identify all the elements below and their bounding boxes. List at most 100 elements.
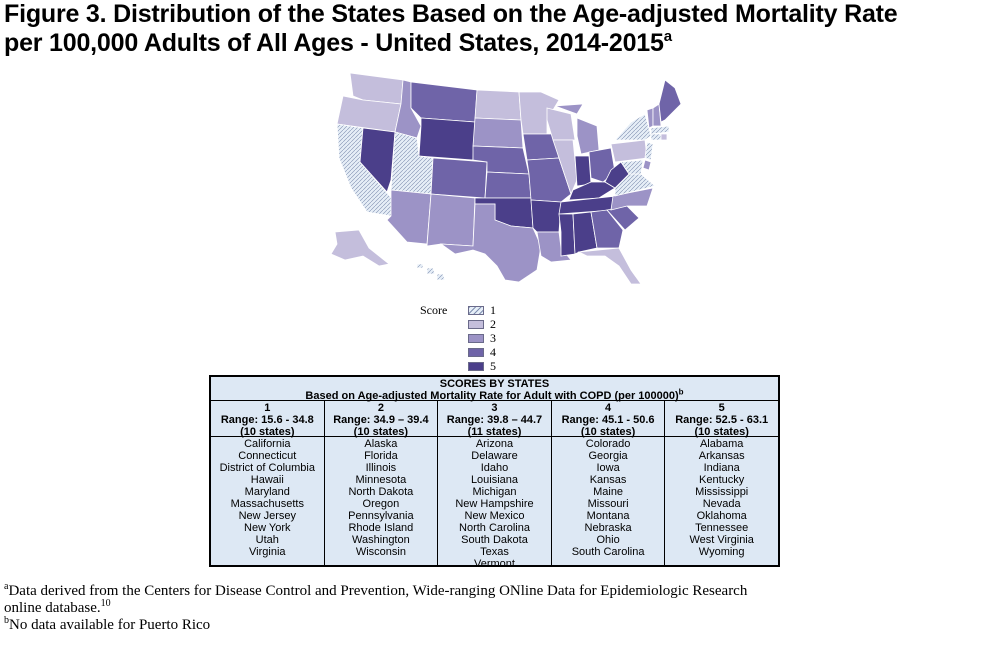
state-north-carolina: [610, 187, 654, 211]
footnote-a-line2: online database.: [4, 600, 101, 616]
column-header: 5 Range: 52.5 - 63.1 (10 states): [665, 401, 778, 438]
column-range: Range: 39.8 – 44.7: [446, 414, 543, 426]
footnotes: aData derived from the Centers for Disea…: [4, 581, 994, 634]
footnote-a-reference: 10: [100, 598, 111, 609]
state-wyoming: [418, 117, 476, 161]
footnote-a-line1: Data derived from the Centers for Diseas…: [8, 583, 748, 599]
legend-label-5: 5: [490, 358, 496, 373]
state-colorado: [430, 157, 488, 199]
state-arizona: [386, 189, 432, 245]
column-score: 1: [264, 402, 271, 414]
state-name: Delaware: [471, 450, 518, 462]
state-name: Hawaii: [250, 474, 284, 486]
state-name: Maine: [593, 486, 624, 498]
table-column-score-2: 2 Range: 34.9 – 39.4 (10 states) Alaska F…: [324, 401, 439, 565]
state-texas: [439, 203, 542, 283]
state-maine: [658, 79, 682, 123]
column-range: Range: 15.6 - 34.8: [220, 414, 314, 426]
figure-title-line2: per 100,000 Adults of All Ages - United …: [4, 29, 994, 58]
column-range: Range: 52.5 - 63.1: [675, 414, 769, 426]
state-name: New Jersey: [238, 510, 297, 522]
legend-item-3: 3: [468, 330, 496, 345]
table-heading-subtitle-text: Based on Age-adjusted Mortality Rate for…: [305, 390, 679, 402]
state-minnesota: [518, 91, 560, 135]
state-name: California: [244, 438, 291, 450]
column-header: 2 Range: 34.9 – 39.4 (10 states): [324, 401, 438, 438]
state-pennsylvania: [610, 139, 648, 163]
state-new-jersey: [644, 141, 654, 161]
state-alaska: [330, 229, 390, 267]
column-header: 4 Range: 45.1 - 50.6 (10 states): [551, 401, 665, 438]
state-illinois: [552, 139, 578, 196]
footnote-a-mark: a: [4, 581, 9, 592]
legend-title: Score: [420, 303, 448, 317]
state-georgia: [590, 209, 624, 249]
table-heading: SCORES BY STATES Based on Age-adjusted M…: [211, 377, 778, 402]
state-name: Illinois: [365, 462, 397, 474]
table-column-score-5: 5 Range: 52.5 - 63.1 (10 states) Alabama…: [665, 401, 778, 565]
state-name: Michigan: [472, 486, 517, 498]
legend-swatch-3: [468, 333, 484, 343]
state-name: Wyoming: [698, 546, 745, 558]
column-header: 3 Range: 39.8 – 44.7 (11 states): [438, 401, 551, 438]
legend-swatch-2: [468, 319, 484, 329]
state-name: Florida: [364, 450, 398, 462]
table-columns: 1 Range: 15.6 - 34.8 (10 states) Califor…: [211, 401, 778, 570]
state-nevada: [359, 127, 396, 193]
state-new-mexico: [426, 193, 476, 247]
legend-item-5: 5: [468, 358, 496, 373]
state-name: West Virginia: [689, 534, 754, 546]
column-count: (10 states): [240, 426, 295, 438]
footnote-a-continued: online database.10: [4, 598, 994, 617]
column-score: 5: [718, 402, 725, 414]
legend-item-2: 2: [468, 317, 496, 331]
state-name: Alaska: [364, 438, 398, 450]
state-name: Maryland: [244, 486, 290, 498]
state-name: North Dakota: [348, 486, 414, 498]
state-name: New Mexico: [464, 510, 525, 522]
state-name: Montana: [586, 510, 630, 522]
state-name: District of Columbia: [219, 462, 315, 474]
state-name: New York: [244, 522, 291, 534]
state-name: Alabama: [699, 438, 744, 450]
state-name: Idaho: [480, 462, 509, 474]
state-name: Tennessee: [695, 522, 749, 534]
state-florida: [577, 247, 642, 285]
state-name: Georgia: [588, 450, 628, 462]
state-name: Mississippi: [695, 486, 749, 498]
column-score: 4: [605, 402, 612, 414]
state-rhode-island: [660, 133, 668, 141]
state-list: Colorado Georgia Iowa Kansas Maine Missouri Mo…: [552, 437, 665, 558]
legend-label-3: 3: [490, 330, 496, 345]
state-name: Nebraska: [584, 522, 632, 534]
state-name: North Carolina: [459, 522, 530, 534]
footnote-b: bNo data available for Puerto Rico: [4, 616, 994, 634]
legend-swatch-1: [468, 305, 484, 315]
column-count: (10 states): [580, 426, 636, 438]
state-name: Washington: [352, 534, 410, 546]
state-name: Pennsylvania: [348, 510, 414, 522]
state-west-virginia: [604, 161, 630, 189]
state-name: Nevada: [702, 498, 741, 510]
column-score: 3: [491, 402, 498, 414]
state-kansas: [484, 171, 532, 199]
legend-item-1: 1: [468, 302, 496, 317]
column-count: (10 states): [694, 426, 749, 438]
column-count: (10 states): [353, 426, 409, 438]
legend-swatch-4: [468, 347, 484, 357]
state-delaware: [642, 159, 652, 171]
state-new-york: [614, 113, 652, 141]
state-list: California Connecticut District of Columbi…: [211, 437, 324, 558]
state-name: Texas: [480, 546, 509, 558]
legend-item-4: 4: [468, 345, 496, 359]
state-list: Alabama Arkansas Indiana Kentucky Mississipp…: [665, 437, 778, 558]
figure-title: Figure 3. Distribution of the States Bas…: [4, 0, 994, 58]
legend-label-1: 1: [490, 302, 496, 317]
table-column-score-4: 4 Range: 45.1 - 50.6 (10 states) Colorad…: [551, 401, 666, 565]
state-name: Kentucky: [699, 474, 745, 486]
state-name: Virginia: [249, 546, 286, 558]
state-north-dakota: [474, 89, 522, 121]
footnote-a: aData derived from the Centers for Disea…: [4, 581, 994, 600]
state-name: Utah: [255, 534, 279, 546]
state-south-dakota: [472, 117, 524, 149]
